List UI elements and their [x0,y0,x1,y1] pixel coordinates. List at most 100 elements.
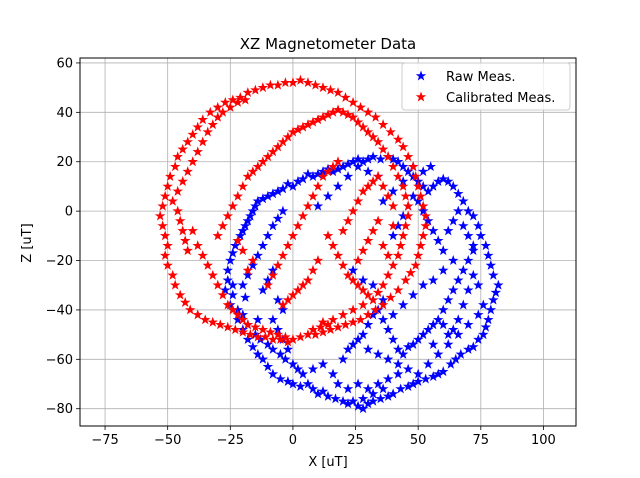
data-point [437,304,449,315]
data-point [207,316,219,327]
data-point [372,378,384,389]
data-point [387,200,399,211]
data-point [415,240,426,251]
data-point [352,378,364,389]
data-point [212,279,224,290]
data-point [400,220,411,231]
legend-box [401,62,571,111]
data-point [395,240,406,251]
data-point [230,240,241,251]
data-point [362,343,374,354]
data-point [310,329,321,340]
data-point [453,205,464,216]
data-point [262,190,274,201]
data-point [237,314,249,325]
data-point [222,299,234,310]
data-point [227,279,239,290]
data-point [377,383,389,394]
data-point [297,173,309,184]
data-point [385,126,396,137]
data-point [202,126,214,137]
data-point [402,210,414,221]
data-point [417,205,429,216]
data-point [453,314,464,325]
data-point [382,324,394,335]
data-point [387,161,399,172]
data-point [322,390,334,401]
data-point [337,259,349,270]
data-point [187,225,198,236]
data-point [387,230,399,241]
data-point [292,363,304,374]
data-point [192,309,203,320]
data-point [485,304,497,315]
data-point [235,230,246,241]
data-point [473,334,484,345]
data-point [267,188,279,199]
x-tick-label: 100 [531,433,556,448]
data-point [392,343,404,354]
data-point [377,119,389,130]
data-point [205,106,216,117]
data-point [340,319,351,330]
data-point [412,195,424,206]
data-point [157,220,168,231]
data-point [257,353,269,364]
data-point [257,156,269,167]
data-point [355,101,366,112]
data-point [317,316,329,327]
data-point [432,314,444,325]
x-tick-label: 75 [473,433,490,448]
data-point [227,304,239,315]
data-point [257,193,269,204]
data-point [167,195,178,206]
data-point [392,284,404,295]
data-point [159,190,171,201]
data-point [307,363,319,374]
data-point [287,289,299,300]
data-point [483,250,494,261]
plot-frame [79,57,577,427]
data-point [322,190,334,201]
data-point [382,190,394,201]
data-point [267,368,279,379]
data-point [372,171,384,182]
data-point [443,294,454,305]
data-point [473,309,484,320]
data-point [327,314,339,325]
data-point [184,304,196,315]
data-point [307,324,319,335]
data-point [242,215,254,226]
data-point [227,247,239,258]
y-tick-label: 40 [56,106,73,121]
data-point [375,393,386,404]
data-point [312,200,324,211]
data-point [347,156,359,167]
data-point [427,319,439,330]
data-point [312,255,324,265]
data-point [310,79,321,90]
data-point [357,329,369,340]
data-point [162,259,173,270]
data-point [164,171,176,182]
data-point [242,264,254,275]
data-point [307,190,319,201]
data-point [485,259,497,270]
data-point [450,353,462,364]
data-point [357,403,369,414]
data-point [332,321,344,332]
data-point [443,338,454,349]
data-point [488,294,499,305]
data-point [480,321,492,332]
data-point [292,175,304,186]
data-point [167,269,178,280]
data-point [468,269,479,280]
y-tick-label: −40 [46,303,73,318]
data-point [392,250,404,261]
data-point [377,299,389,310]
data-point [437,173,449,184]
y-tick-label: −60 [46,353,73,368]
data-point [257,324,269,335]
data-point [315,321,326,332]
data-point [225,101,236,112]
